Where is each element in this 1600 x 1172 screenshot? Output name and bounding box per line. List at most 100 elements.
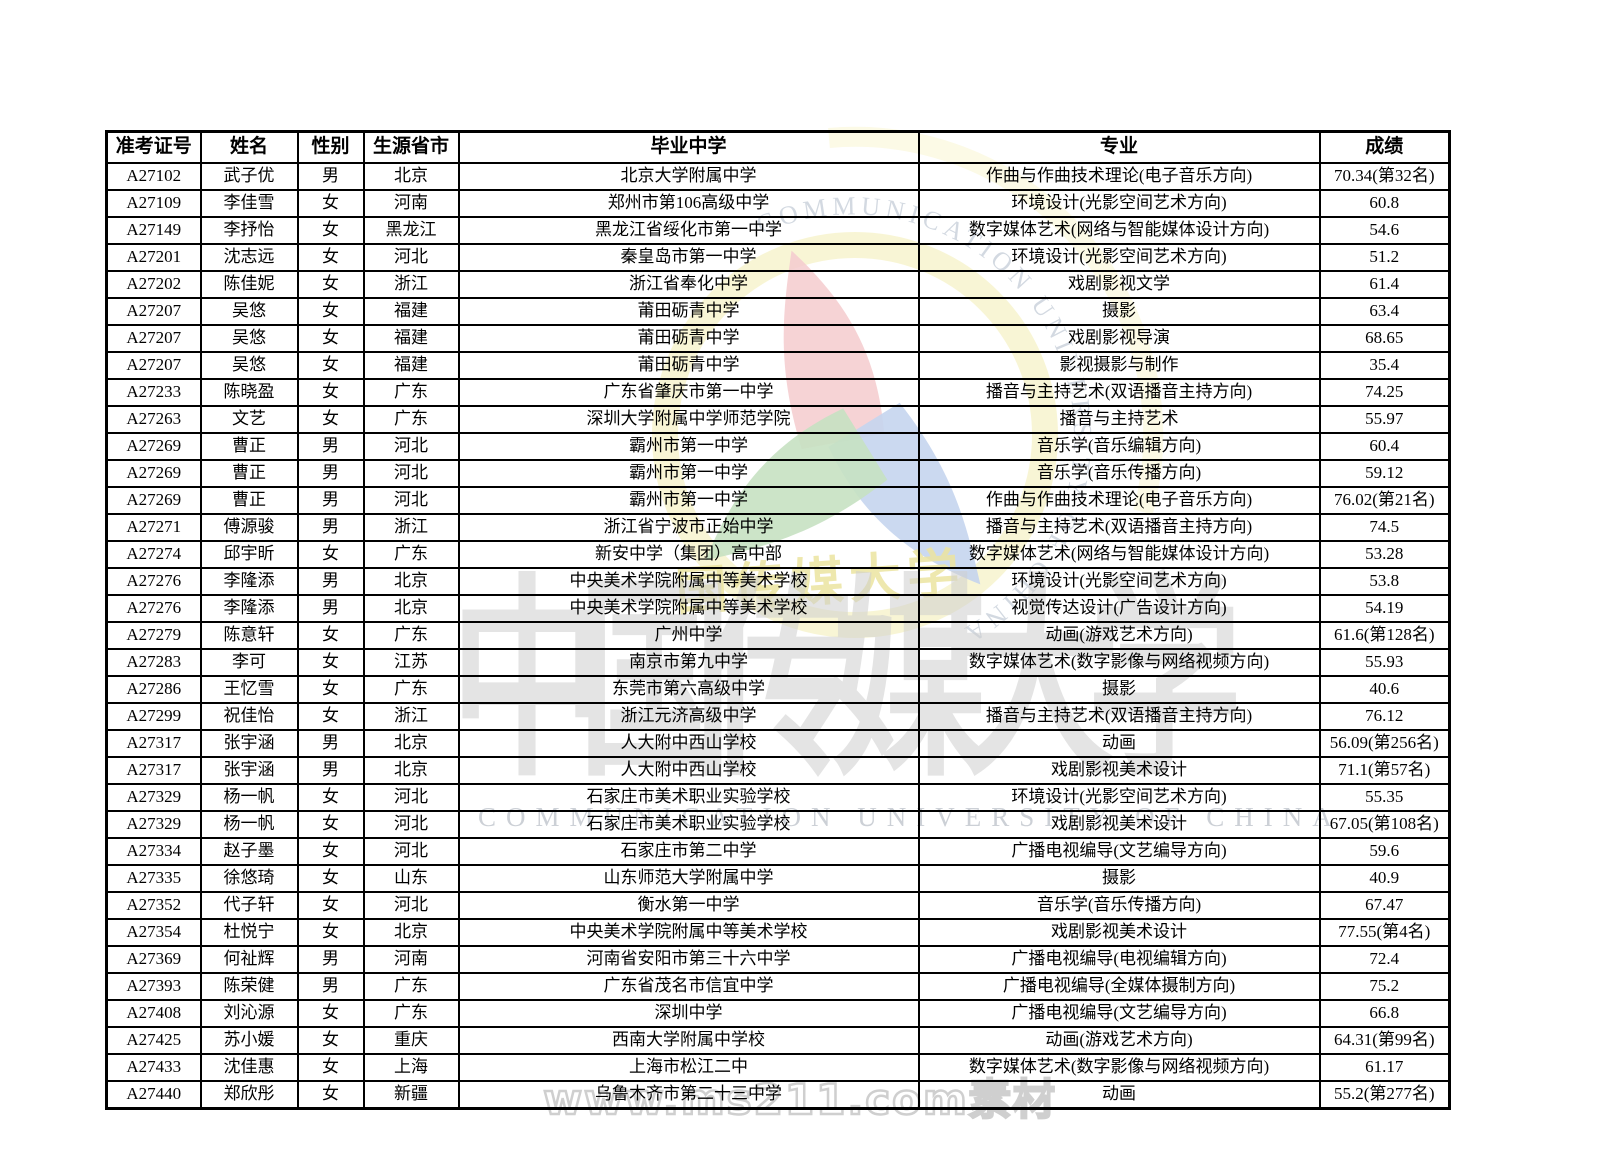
cell-major: 环境设计(光影空间艺术方向) <box>917 783 1321 812</box>
cell-exam-id: A27263 <box>105 405 202 434</box>
column-header-exam-id: 准考证号 <box>105 130 202 164</box>
cell-score: 74.25 <box>1318 378 1451 407</box>
cell-major: 影视摄影与制作 <box>917 351 1321 380</box>
cell-score: 51.2 <box>1318 243 1451 272</box>
cell-score: 72.4 <box>1318 945 1451 974</box>
cell-school: 莆田砺青中学 <box>457 297 920 326</box>
cell-exam-id: A27408 <box>105 999 202 1028</box>
cell-major: 摄影 <box>917 864 1321 893</box>
cell-exam-id: A27283 <box>105 648 202 677</box>
cell-school: 石家庄市美术职业实验学校 <box>457 810 920 839</box>
cell-exam-id: A27299 <box>105 702 202 731</box>
cell-school: 深圳大学附属中学师范学院 <box>457 405 920 434</box>
cell-province: 福建 <box>362 351 460 380</box>
cell-major: 环境设计(光影空间艺术方向) <box>917 189 1321 218</box>
cell-school: 人大附中西山学校 <box>457 729 920 758</box>
cell-province: 黑龙江 <box>362 216 460 245</box>
cell-school: 石家庄市美术职业实验学校 <box>457 783 920 812</box>
cell-score: 59.12 <box>1318 459 1451 488</box>
cell-province: 河北 <box>362 783 460 812</box>
table-row: A27317 张宇涵男北京 人大附中西山学校 戏剧影视美术设计 71.1(第57名) <box>105 756 1451 785</box>
cell-major: 戏剧影视导演 <box>917 324 1321 353</box>
cell-gender: 女 <box>296 270 365 299</box>
cell-province: 广东 <box>362 972 460 1001</box>
cell-school: 北京大学附属中学 <box>457 162 920 191</box>
table-row: A27201 沈志远女河北 秦皇岛市第一中学 环境设计(光影空间艺术方向) 51.2 <box>105 243 1451 272</box>
cell-major: 动画(游戏艺术方向) <box>917 621 1321 650</box>
cell-exam-id: A27102 <box>105 162 202 191</box>
cell-province: 河南 <box>362 945 460 974</box>
cell-score: 61.6(第128名) <box>1318 621 1451 650</box>
cell-name: 傅源骏 <box>199 513 299 542</box>
cell-name: 刘沁源 <box>199 999 299 1028</box>
cell-score: 54.19 <box>1318 594 1451 623</box>
cell-province: 北京 <box>362 918 460 947</box>
cell-major: 数字媒体艺术(数字影像与网络视频方向) <box>917 1053 1321 1082</box>
cell-province: 河北 <box>362 459 460 488</box>
cell-name: 徐悠琦 <box>199 864 299 893</box>
cell-school: 乌鲁木齐市第二十三中学 <box>457 1080 920 1110</box>
column-header-name: 姓名 <box>199 130 299 164</box>
cell-score: 53.28 <box>1318 540 1451 569</box>
cell-province: 新疆 <box>362 1080 460 1110</box>
cell-province: 江苏 <box>362 648 460 677</box>
table-row: A27335 徐悠琦女山东 山东师范大学附属中学 摄影 40.9 <box>105 864 1451 893</box>
cell-gender: 女 <box>296 1053 365 1082</box>
cell-major: 作曲与作曲技术理论(电子音乐方向) <box>917 486 1321 515</box>
cell-exam-id: A27269 <box>105 486 202 515</box>
cell-name: 赵子墨 <box>199 837 299 866</box>
cell-gender: 女 <box>296 675 365 704</box>
cell-score: 56.09(第256名) <box>1318 729 1451 758</box>
cell-school: 东莞市第六高级中学 <box>457 675 920 704</box>
cell-province: 河北 <box>362 837 460 866</box>
cell-name: 吴悠 <box>199 351 299 380</box>
cell-score: 55.35 <box>1318 783 1451 812</box>
cell-major: 音乐学(音乐传播方向) <box>917 891 1321 920</box>
table-row: A27274 邱宇昕女广东 新安中学（集团）高中部 数字媒体艺术(网络与智能媒体设计方… <box>105 540 1451 569</box>
column-header-major: 专业 <box>917 130 1321 164</box>
table-row: A27352 代子轩女河北 衡水第一中学 音乐学(音乐传播方向) 67.47 <box>105 891 1451 920</box>
cell-school: 新安中学（集团）高中部 <box>457 540 920 569</box>
cell-province: 福建 <box>362 297 460 326</box>
cell-name: 陈晓盈 <box>199 378 299 407</box>
cell-major: 戏剧影视文学 <box>917 270 1321 299</box>
cell-school: 石家庄市第二中学 <box>457 837 920 866</box>
cell-province: 重庆 <box>362 1026 460 1055</box>
cell-major: 播音与主持艺术(双语播音主持方向) <box>917 378 1321 407</box>
cell-name: 苏小媛 <box>199 1026 299 1055</box>
cell-gender: 女 <box>296 999 365 1028</box>
cell-exam-id: A27109 <box>105 189 202 218</box>
cell-exam-id: A27279 <box>105 621 202 650</box>
cell-name: 祝佳怡 <box>199 702 299 731</box>
cell-score: 70.34(第32名) <box>1318 162 1451 191</box>
cell-score: 67.05(第108名) <box>1318 810 1451 839</box>
table-row: A27425 苏小媛女重庆 西南大学附属中学校 动画(游戏艺术方向) 64.31(第99… <box>105 1026 1451 1055</box>
cell-province: 广东 <box>362 999 460 1028</box>
cell-province: 浙江 <box>362 513 460 542</box>
cell-name: 杨一帆 <box>199 810 299 839</box>
cell-province: 河北 <box>362 810 460 839</box>
cell-exam-id: A27317 <box>105 729 202 758</box>
table-row: A27269 曹正男河北 霸州市第一中学 作曲与作曲技术理论(电子音乐方向) 76.02… <box>105 486 1451 515</box>
table-row: A27408 刘沁源女广东 深圳中学 广播电视编导(文艺编导方向) 66.8 <box>105 999 1451 1028</box>
cell-major: 音乐学(音乐编辑方向) <box>917 432 1321 461</box>
cell-major: 环境设计(光影空间艺术方向) <box>917 567 1321 596</box>
cell-major: 环境设计(光影空间艺术方向) <box>917 243 1321 272</box>
cell-name: 曹正 <box>199 486 299 515</box>
table-row: A27233 陈晓盈女广东 广东省肇庆市第一中学 播音与主持艺术(双语播音主持方向) 7… <box>105 378 1451 407</box>
table-row: A27263 文艺女广东 深圳大学附属中学师范学院 播音与主持艺术 55.97 <box>105 405 1451 434</box>
cell-province: 北京 <box>362 567 460 596</box>
cell-gender: 女 <box>296 648 365 677</box>
cell-province: 广东 <box>362 621 460 650</box>
cell-score: 64.31(第99名) <box>1318 1026 1451 1055</box>
cell-score: 40.6 <box>1318 675 1451 704</box>
table-row: A27279 陈意轩女广东 广州中学 动画(游戏艺术方向) 61.6(第128名) <box>105 621 1451 650</box>
cell-score: 66.8 <box>1318 999 1451 1028</box>
cell-school: 衡水第一中学 <box>457 891 920 920</box>
cell-gender: 男 <box>296 486 365 515</box>
cell-gender: 男 <box>296 729 365 758</box>
cell-name: 张宇涵 <box>199 756 299 785</box>
cell-gender: 女 <box>296 864 365 893</box>
cell-gender: 男 <box>296 594 365 623</box>
cell-name: 邱宇昕 <box>199 540 299 569</box>
